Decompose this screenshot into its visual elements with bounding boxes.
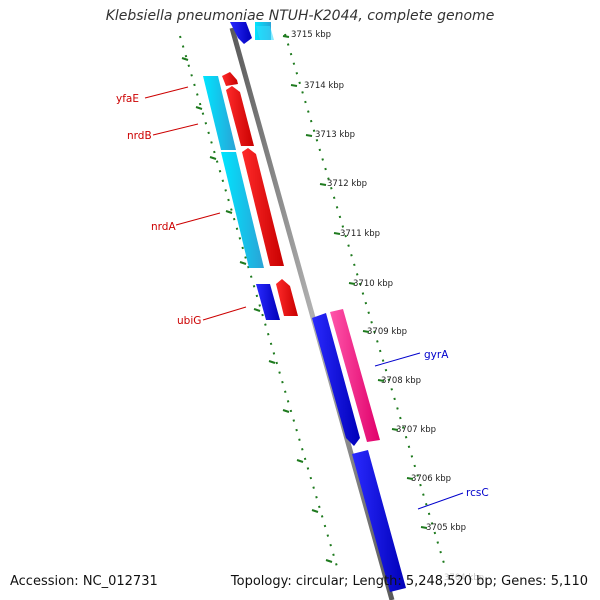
genome-summary-text: Topology: circular; Length: 5,248,520 bp… (230, 574, 588, 589)
tick-label: 3708 kbp (381, 376, 421, 386)
gene-label-ubiG[interactable]: ubiG (177, 315, 201, 327)
gene-blue-rcsC[interactable] (352, 450, 406, 592)
tick-label: 3711 kbp (340, 229, 380, 239)
tick-label: 3710 kbp (353, 279, 393, 289)
gene-cyan-1[interactable] (203, 76, 236, 150)
tick-label: 3706 kbp (411, 474, 451, 484)
gene-top-cyan-shape (256, 26, 274, 40)
inner-tick-marks (181, 57, 333, 563)
gene-blue-gyrA[interactable] (312, 313, 360, 446)
tick-label: 3713 kbp (315, 130, 355, 140)
outer-tick-marks (282, 35, 428, 529)
leader-nrdA (175, 212, 221, 226)
tick-label: 3705 kbp (426, 523, 466, 533)
tick-label: 3704 kbp (444, 573, 484, 583)
leader-ubiG (202, 306, 247, 321)
gene-red-ubiG[interactable] (276, 279, 298, 316)
tick-label: 3707 kbp (396, 425, 436, 435)
gene-label-gyrA[interactable]: gyrA (424, 349, 449, 361)
gene-top-blue[interactable] (230, 22, 252, 44)
gene-pink-gyrA[interactable] (330, 309, 380, 442)
gene-label-nrdB[interactable]: nrdB (127, 130, 152, 142)
gene-red-yfaE[interactable] (222, 72, 238, 86)
gene-red-nrdB[interactable] (226, 86, 254, 146)
tick-label: 3715 kbp (291, 30, 331, 40)
gene-label-nrdA[interactable]: nrdA (151, 221, 176, 233)
gene-blue-ubiG-left[interactable] (256, 284, 280, 320)
leader-rcsC (417, 492, 464, 510)
gene-label-yfaE[interactable]: yfaE (116, 93, 139, 105)
gene-red-nrdA[interactable] (242, 148, 284, 266)
tick-label: 3712 kbp (327, 179, 367, 189)
leader-yfaE (144, 86, 189, 99)
gene-label-rcsC[interactable]: rcsC (466, 487, 489, 499)
gene-cyan-2[interactable] (221, 152, 264, 268)
leader-nrdB (152, 123, 199, 136)
leader-gyrA (374, 352, 421, 367)
accession-text: Accession: NC_012731 (10, 574, 158, 589)
tick-label: 3709 kbp (367, 327, 407, 337)
tick-label: 3714 kbp (304, 81, 344, 91)
genome-backbone (229, 27, 395, 600)
map-title: Klebsiella pneumoniae NTUH-K2044, comple… (105, 8, 495, 24)
